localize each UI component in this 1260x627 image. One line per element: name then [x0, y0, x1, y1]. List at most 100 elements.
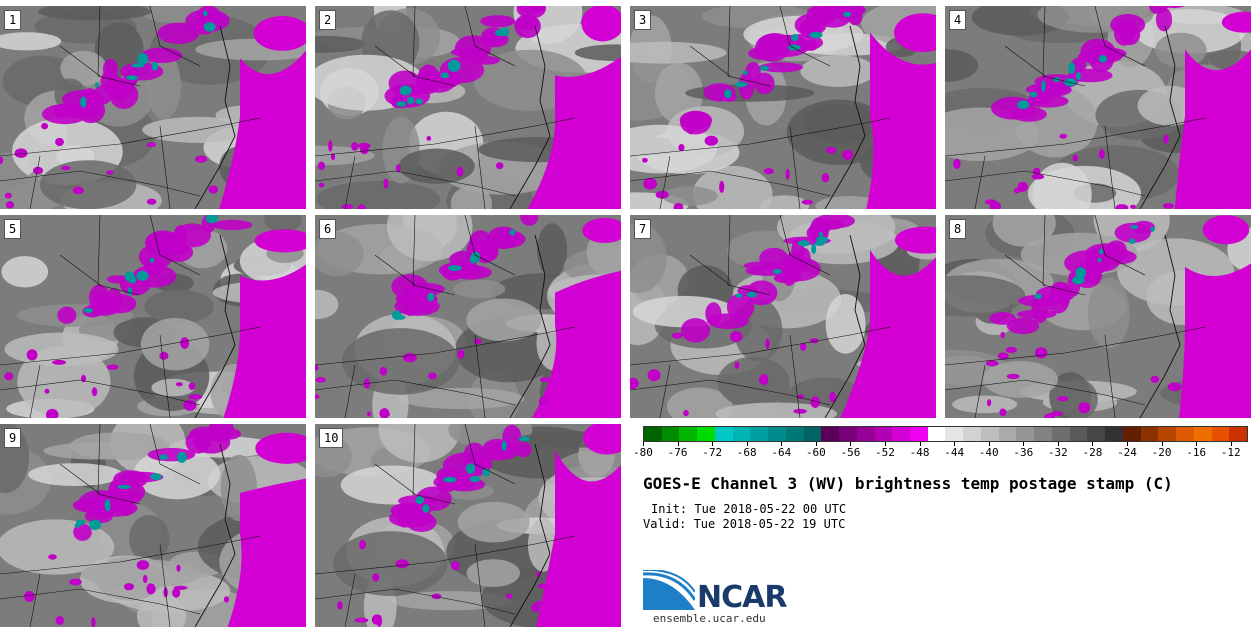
colorbar-tick-label: -28	[1082, 446, 1103, 459]
colorbar-tick-label: -68	[736, 446, 757, 459]
colorbar-tick-mark	[885, 442, 886, 446]
colorbar-tick-mark	[746, 442, 748, 446]
colorbar-segment	[750, 427, 769, 441]
colorbar-segment	[892, 427, 911, 441]
colorbar-segment	[910, 427, 928, 441]
colorbar-tick-mark	[1092, 442, 1094, 446]
ensemble-panel-2: 2	[315, 6, 621, 209]
valid-time: Valid: Tue 2018-05-22 19 UTC	[643, 517, 846, 531]
colorbar-segment	[1140, 427, 1159, 441]
ncar-logo-text: NCAR	[697, 580, 787, 615]
satellite-field-map	[945, 6, 1251, 209]
colorbar-segment	[714, 427, 733, 441]
colorbar-tick-mark	[677, 442, 679, 446]
colorbar-segment	[1087, 427, 1106, 441]
colorbar-tick-mark	[919, 442, 921, 446]
colorbar-tick-label: -20	[1151, 446, 1172, 459]
colorbar-tick-mark	[1023, 442, 1025, 446]
colorbar-segment	[980, 427, 999, 441]
colorbar-segment	[1193, 427, 1212, 441]
ensemble-panel-6: 6	[315, 215, 621, 418]
colorbar-tick-label: -44	[944, 446, 965, 459]
satellite-field-map	[0, 424, 306, 627]
colorbar-tick-labels: -80 -76 -72 -68 -64 -60 -56 -52 -48 -44 -40 -36 -32 -…	[633, 446, 1248, 460]
panel-label: 4	[949, 10, 967, 30]
colorbar-segment	[785, 427, 804, 441]
panel-label: 5	[4, 219, 22, 239]
colorbar-tick-mark	[1230, 442, 1232, 446]
ensemble-panel-7: 7	[630, 215, 936, 418]
colorbar-segment	[661, 427, 680, 441]
panel-label: 2	[319, 10, 337, 30]
colorbar-tick-mark	[954, 442, 956, 446]
colorbar-segment	[1105, 427, 1123, 441]
satellite-field-map	[315, 6, 621, 209]
ensemble-panel-4: 4	[945, 6, 1251, 209]
colorbar-tick-label: -72	[702, 446, 723, 459]
panel-label: 3	[634, 10, 652, 30]
panel-label: 6	[319, 219, 337, 239]
colorbar-tick-label: -80	[633, 446, 653, 459]
colorbar-segment	[839, 427, 857, 441]
colorbar-segment	[927, 427, 946, 441]
colorbar-tick-label: -16	[1186, 446, 1207, 459]
colorbar-segment	[1122, 427, 1141, 441]
colorbar	[643, 426, 1248, 442]
panel-label: 7	[634, 219, 652, 239]
satellite-field-map	[945, 215, 1251, 418]
colorbar-tick-mark	[988, 442, 990, 446]
colorbar-segment	[768, 427, 786, 441]
ensemble-panel-1: 1	[0, 6, 306, 209]
colorbar-segment	[679, 427, 698, 441]
colorbar-tick-label: -24	[1117, 446, 1137, 459]
colorbar-tick-label: -60	[805, 446, 826, 459]
colorbar-segment	[1034, 427, 1052, 441]
satellite-field-map	[0, 215, 306, 418]
colorbar-tick-label: -32	[1047, 446, 1068, 459]
panel-label: 10	[319, 428, 344, 448]
colorbar-tick-mark	[1196, 442, 1198, 446]
colorbar-segment	[963, 427, 981, 441]
colorbar-tick-label: -48	[909, 446, 930, 459]
colorbar-segment	[1211, 427, 1230, 441]
ncar-logo-icon	[643, 570, 695, 610]
ensemble-panel-3: 3	[630, 6, 936, 209]
colorbar-tick-mark	[1127, 442, 1128, 446]
colorbar-segment	[644, 427, 662, 441]
colorbar-segment	[1016, 427, 1035, 441]
colorbar-segment	[945, 427, 964, 441]
satellite-field-map	[630, 6, 936, 209]
colorbar-tick-mark	[850, 442, 852, 446]
panel-label: 1	[4, 10, 22, 30]
panel-label: 9	[4, 428, 22, 448]
colorbar-tick-label: -36	[1013, 446, 1034, 459]
colorbar-segment	[732, 427, 751, 441]
colorbar-segment	[1158, 427, 1177, 441]
colorbar-tick-mark	[643, 442, 644, 446]
colorbar-segment	[1051, 427, 1070, 441]
colorbar-tick-label: -52	[875, 446, 895, 459]
colorbar-segment	[874, 427, 893, 441]
satellite-field-map	[315, 215, 621, 418]
panel-label: 8	[949, 219, 967, 239]
figure-title: GOES-E Channel 3 (WV) brightness temp po…	[643, 474, 1173, 493]
colorbar-tick-mark	[1057, 442, 1059, 446]
site-url: ensemble.ucar.edu	[653, 612, 766, 625]
colorbar-tick-mark	[1161, 442, 1163, 446]
colorbar-segment	[1069, 427, 1088, 441]
colorbar-tick-label: -12	[1220, 446, 1241, 459]
ensemble-panel-10: 10	[315, 424, 621, 627]
ensemble-panel-9: 9	[0, 424, 306, 627]
colorbar-tick-label: -40	[978, 446, 999, 459]
colorbar-tick-label: -56	[840, 446, 861, 459]
colorbar-tick-label: -64	[771, 446, 792, 459]
colorbar-tick-mark	[815, 442, 817, 446]
colorbar-tick-label: -76	[667, 446, 688, 459]
colorbar-tickmarks	[643, 442, 1248, 446]
init-time: Init: Tue 2018-05-22 00 UTC	[651, 502, 847, 516]
satellite-field-map	[630, 215, 936, 418]
colorbar-tick-mark	[781, 442, 783, 446]
colorbar-segment	[998, 427, 1017, 441]
ensemble-panel-8: 8	[945, 215, 1251, 418]
colorbar-segment	[856, 427, 875, 441]
